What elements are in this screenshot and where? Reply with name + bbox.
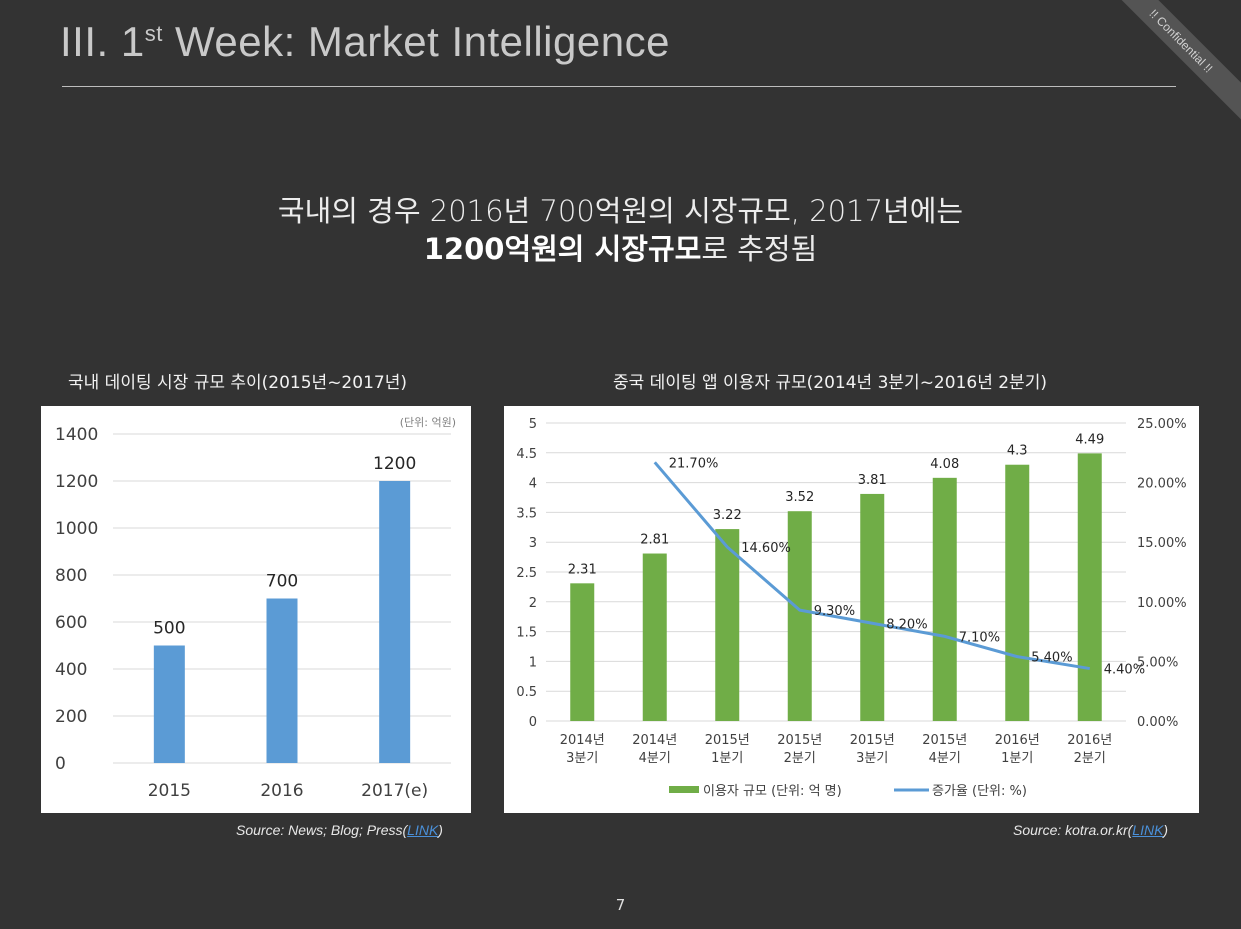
- bar: [932, 477, 957, 721]
- bar-data-label: 2.31: [568, 562, 597, 577]
- left-chart-panel: (단위: 억원) 0 200 400 600 800 1000 1200 1400 500 2015…: [41, 406, 471, 813]
- y-right-tick-label: 10.00%: [1137, 596, 1187, 611]
- y-left-tick-label: 0.5: [516, 685, 537, 700]
- bar: [1005, 464, 1030, 721]
- data-label: 500: [153, 619, 185, 639]
- right-chart-title: 중국 데이팅 앱 이용자 규모(2014년 3분기~2016년 2분기): [613, 373, 1047, 393]
- bar: [715, 529, 740, 721]
- y-left-tick-label: 3.5: [516, 506, 537, 521]
- y-tick-label: 200: [55, 707, 87, 727]
- bar: [379, 481, 411, 763]
- x-tick-label: 2015년: [850, 733, 895, 748]
- x-tick-label: 2017(e): [361, 781, 428, 801]
- y-tick-label: 0: [55, 754, 66, 774]
- data-label: 1200: [373, 454, 416, 474]
- line-data-label: 9.30%: [814, 604, 855, 619]
- y-right-tick-label: 5.00%: [1137, 655, 1178, 670]
- bar-data-label: 3.52: [785, 490, 814, 505]
- x-tick-label: 2015: [148, 781, 191, 801]
- x-tick-label: 2016년: [1067, 733, 1112, 748]
- y-right-tick-label: 0.00%: [1137, 715, 1178, 730]
- line-data-label: 5.40%: [1031, 651, 1072, 666]
- x-tick-label: 3분기: [856, 751, 888, 766]
- x-tick-label: 2014년: [632, 733, 677, 748]
- data-label: 700: [266, 572, 298, 592]
- y-left-tick-label: 4: [529, 477, 537, 492]
- legend-label-line: 증가율 (단위: %): [932, 784, 1027, 799]
- y-right-tick-label: 25.00%: [1137, 417, 1187, 432]
- left-chart: (단위: 억원) 0 200 400 600 800 1000 1200 1400 500 2015…: [55, 416, 456, 801]
- headline-line-1: 국내의 경우 2016년 700억원의 시장규모, 2017년에는: [277, 194, 964, 228]
- line-data-label: 4.40%: [1104, 663, 1145, 678]
- x-tick-label: 4분기: [639, 751, 671, 766]
- x-tick-label: 2분기: [1074, 751, 1106, 766]
- bar-data-label: 4.3: [1007, 444, 1028, 459]
- bar-data-label: 2.81: [640, 533, 669, 548]
- x-tick-label: 2015년: [922, 733, 967, 748]
- x-tick-label: 2015년: [705, 733, 750, 748]
- x-tick-label: 2014년: [560, 733, 605, 748]
- y-right-tick-label: 20.00%: [1137, 477, 1187, 492]
- y-left-tick-label: 1.5: [516, 626, 537, 641]
- y-tick-label: 400: [55, 660, 87, 680]
- bar-data-label: 4.49: [1075, 432, 1104, 447]
- bar-data-label: 4.08: [930, 457, 959, 472]
- line-data-label: 8.20%: [886, 617, 927, 632]
- title-divider: [62, 86, 1176, 87]
- y-left-tick-label: 0: [529, 715, 537, 730]
- x-tick-label: 2015년: [777, 733, 822, 748]
- x-tick-label: 2016: [260, 781, 303, 801]
- confidential-banner: !! Confidential !!: [1086, 0, 1241, 136]
- x-tick-label: 2분기: [784, 751, 816, 766]
- line-data-label: 7.10%: [959, 630, 1000, 645]
- bar: [153, 645, 185, 763]
- y-left-tick-label: 3: [529, 536, 537, 551]
- bar: [266, 598, 298, 763]
- unit-label: (단위: 억원): [400, 416, 456, 429]
- line-data-label: 21.70%: [669, 456, 719, 471]
- x-tick-label: 2016년: [995, 733, 1040, 748]
- bar: [787, 511, 812, 721]
- right-chart: 0 0.5 1 1.5 2 2.5 3 3.5 4 4.5 5 0.00% 5.00% 10.00% 15.…: [516, 417, 1187, 799]
- y-tick-label: 1400: [55, 425, 98, 445]
- y-tick-label: 600: [55, 613, 87, 633]
- bar: [570, 583, 595, 721]
- page-number: 7: [615, 896, 626, 914]
- x-tick-label: 1분기: [1001, 751, 1033, 766]
- bar: [860, 493, 885, 721]
- y-left-tick-label: 5: [529, 417, 537, 432]
- y-left-tick-label: 2.5: [516, 566, 537, 581]
- headline-line-2: 1200억원의 시장규모로 추정됨: [0, 226, 1241, 268]
- growth-line: [653, 461, 1090, 671]
- legend-swatch-bars: [669, 786, 699, 793]
- headline-bold: 1200억원의 시장규모: [423, 232, 702, 266]
- x-tick-label: 1분기: [711, 751, 743, 766]
- y-left-tick-label: 2: [529, 596, 537, 611]
- bar-data-label: 3.81: [858, 473, 887, 488]
- y-tick-label: 1200: [55, 472, 98, 492]
- x-tick-label: 4분기: [929, 751, 961, 766]
- left-chart-title: 국내 데이팅 시장 규모 추이(2015년~2017년): [68, 373, 407, 393]
- bar: [642, 553, 667, 721]
- left-source: Source: News; Blog; Press(LINK): [236, 822, 443, 838]
- slide-title: III. 1st Week: Market Intelligence: [60, 18, 670, 65]
- bar-data-label: 3.22: [713, 508, 742, 523]
- x-tick-label: 3분기: [566, 751, 598, 766]
- right-source-link[interactable]: LINK: [1132, 822, 1164, 838]
- right-chart-panel: 0 0.5 1 1.5 2 2.5 3 3.5 4 4.5 5 0.00% 5.00% 10.00% 15.…: [504, 406, 1199, 813]
- y-right-tick-label: 15.00%: [1137, 536, 1187, 551]
- legend-label-bars: 이용자 규모 (단위: 억 명): [703, 784, 842, 799]
- y-tick-label: 800: [55, 566, 87, 586]
- y-left-tick-label: 4.5: [516, 447, 537, 462]
- y-left-tick-label: 1: [529, 655, 537, 670]
- right-source: Source: kotra.or.kr(LINK): [1013, 822, 1169, 838]
- line-data-label: 14.60%: [741, 541, 791, 556]
- bar: [1077, 453, 1102, 721]
- left-source-link[interactable]: LINK: [407, 822, 439, 838]
- headline-rest: 로 추정됨: [701, 232, 818, 266]
- y-tick-label: 1000: [55, 519, 98, 539]
